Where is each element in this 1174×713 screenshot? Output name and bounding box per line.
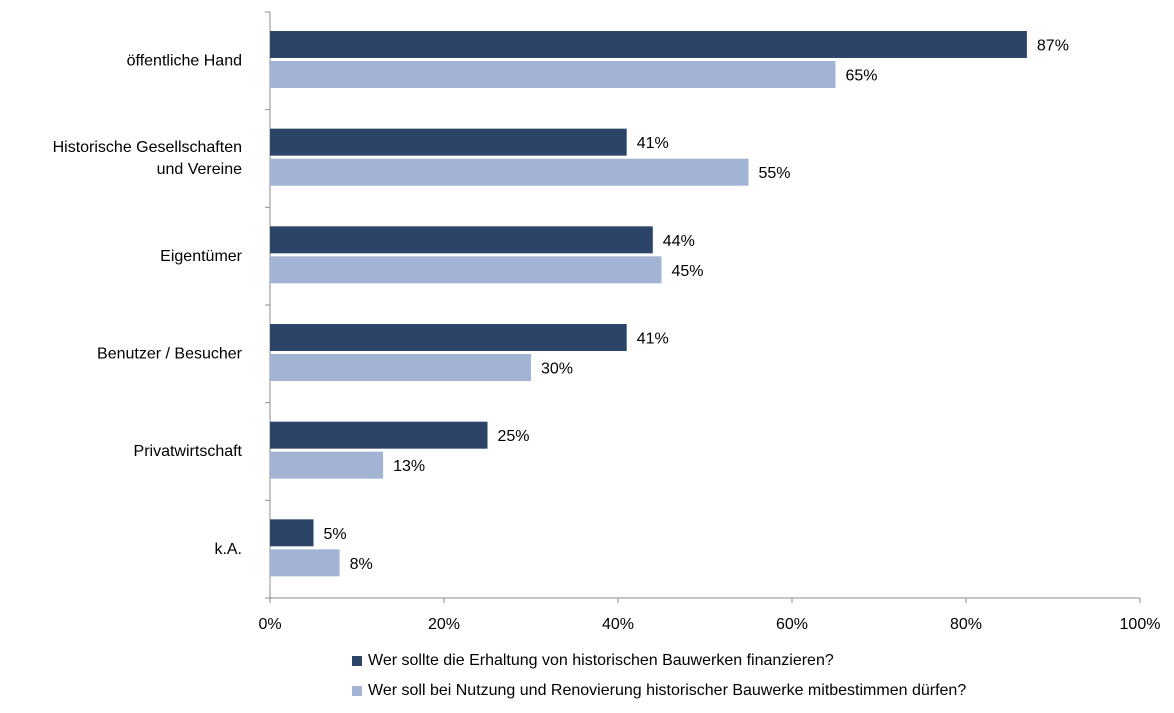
data-label: 45% xyxy=(672,263,704,280)
bar xyxy=(270,451,384,479)
data-label: 41% xyxy=(637,331,669,348)
x-tick-label: 20% xyxy=(428,616,460,633)
bar xyxy=(270,158,749,186)
category-label: Benutzer / Besucher xyxy=(97,346,243,363)
bar xyxy=(270,128,627,156)
legend-label: Wer sollte die Erhaltung von historische… xyxy=(368,652,834,669)
category-label: Historische Gesellschaften xyxy=(53,139,242,156)
category-label: öffentliche Hand xyxy=(127,53,242,70)
bar xyxy=(270,61,836,88)
bar xyxy=(270,226,653,254)
bar xyxy=(270,421,488,449)
data-label: 87% xyxy=(1037,38,1069,55)
bar xyxy=(270,549,340,577)
category-label: Privatwirtschaft xyxy=(134,443,243,460)
x-tick-label: 60% xyxy=(776,616,808,633)
bar xyxy=(270,256,662,284)
data-label: 41% xyxy=(637,135,669,152)
data-label: 44% xyxy=(663,233,695,250)
data-label: 8% xyxy=(350,556,373,573)
bar xyxy=(270,519,314,547)
data-label: 5% xyxy=(324,526,347,543)
x-tick-label: 0% xyxy=(258,616,281,633)
legend-swatch xyxy=(352,656,362,666)
legend-item: Wer soll bei Nutzung und Renovierung his… xyxy=(352,681,966,701)
bar xyxy=(270,31,1027,58)
legend-label: Wer soll bei Nutzung und Renovierung his… xyxy=(368,682,967,699)
x-tick-label: 100% xyxy=(1120,616,1161,633)
category-label: k.A. xyxy=(214,541,242,558)
data-label: 55% xyxy=(759,165,791,182)
legend: Wer sollte die Erhaltung von historische… xyxy=(352,651,966,711)
legend-item: Wer sollte die Erhaltung von historische… xyxy=(352,651,966,671)
category-label: Eigentümer xyxy=(160,248,242,265)
x-tick-label: 80% xyxy=(950,616,982,633)
data-label: 65% xyxy=(846,68,878,85)
data-label: 13% xyxy=(393,458,425,475)
data-label: 25% xyxy=(498,428,530,445)
legend-swatch xyxy=(352,686,362,696)
data-label: 30% xyxy=(541,361,573,378)
bar xyxy=(270,354,531,381)
x-tick-label: 40% xyxy=(602,616,634,633)
bar xyxy=(270,324,627,351)
category-label: und Vereine xyxy=(157,161,243,178)
